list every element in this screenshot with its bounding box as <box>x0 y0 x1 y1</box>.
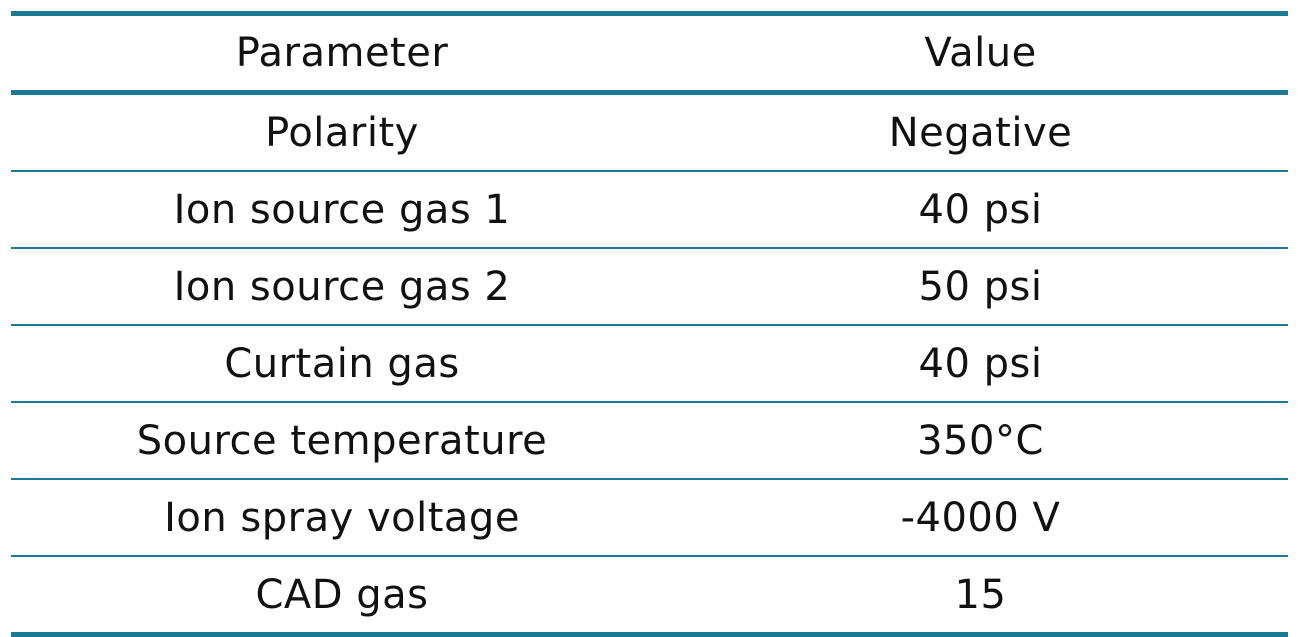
value-cell: 350°C <box>673 402 1288 480</box>
header-row: Parameter Value <box>11 11 1288 95</box>
value-cell: Negative <box>673 92 1288 172</box>
value-cell: 40 psi <box>673 325 1288 403</box>
table-row: Ion source gas 1 40 psi <box>11 171 1288 249</box>
table-header: Parameter Value <box>11 11 1288 95</box>
parameter-cell: CAD gas <box>11 556 673 637</box>
value-cell: 50 psi <box>673 248 1288 326</box>
parameter-table-container: Parameter Value Polarity Negative Ion so… <box>11 11 1288 637</box>
parameter-cell: Polarity <box>11 92 673 172</box>
parameter-cell: Source temperature <box>11 402 673 480</box>
table-row: Ion source gas 2 50 psi <box>11 248 1288 326</box>
table-row: Source temperature 350°C <box>11 402 1288 480</box>
table-body: Polarity Negative Ion source gas 1 40 ps… <box>11 92 1288 637</box>
header-parameter: Parameter <box>11 11 673 95</box>
header-value: Value <box>673 11 1288 95</box>
table-row: Ion spray voltage -4000 V <box>11 479 1288 557</box>
table-row: CAD gas 15 <box>11 556 1288 637</box>
table-row: Polarity Negative <box>11 92 1288 172</box>
parameter-table: Parameter Value Polarity Negative Ion so… <box>11 11 1288 637</box>
parameter-cell: Ion spray voltage <box>11 479 673 557</box>
parameter-cell: Ion source gas 1 <box>11 171 673 249</box>
value-cell: 15 <box>673 556 1288 637</box>
parameter-cell: Curtain gas <box>11 325 673 403</box>
value-cell: 40 psi <box>673 171 1288 249</box>
table-row: Curtain gas 40 psi <box>11 325 1288 403</box>
parameter-cell: Ion source gas 2 <box>11 248 673 326</box>
value-cell: -4000 V <box>673 479 1288 557</box>
